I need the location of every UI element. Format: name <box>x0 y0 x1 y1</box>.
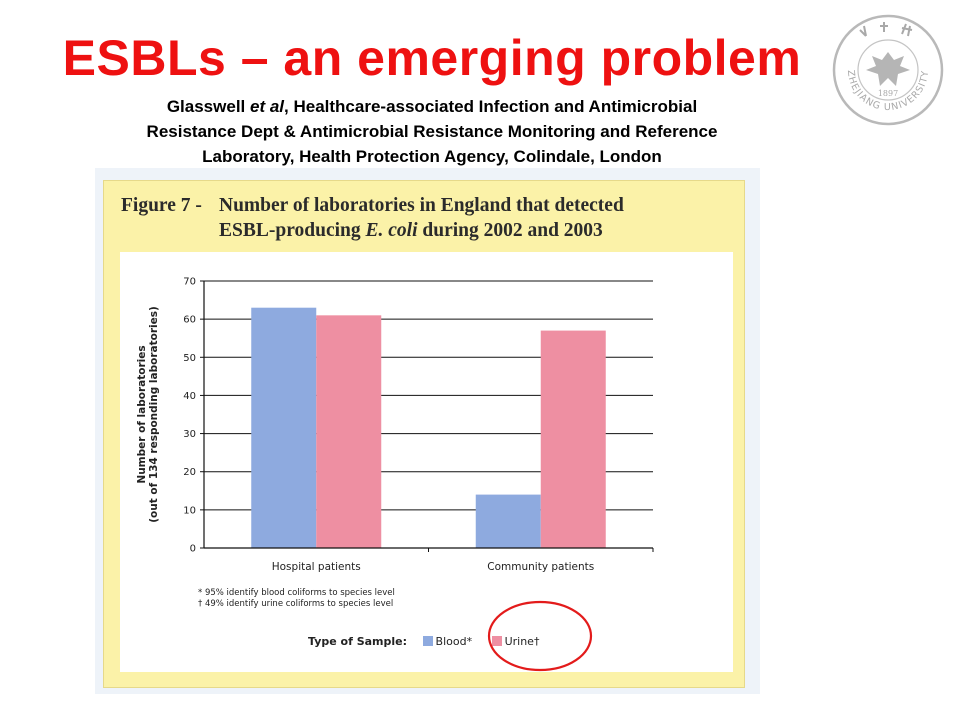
y-tick-label: 30 <box>183 429 196 440</box>
chart-footnotes: * 95% identify blood coliforms to specie… <box>198 588 395 610</box>
bars <box>251 307 606 548</box>
bar-blood <box>251 307 317 548</box>
figure-title: Figure 7 - Number of laboratories in Engl… <box>121 193 741 243</box>
axis-labels: 0 10 20 30 40 50 60 70 Hospital patients Communit… <box>136 277 594 574</box>
chart-legend: Type of Sample: Blood* Urine† <box>308 634 555 650</box>
logo-year: 1897 <box>878 89 898 98</box>
citation: Glasswell et al, Healthcare-associated I… <box>0 94 864 169</box>
x-category-label: Hospital patients <box>272 561 361 573</box>
citation-line-2: Resistance Dept & Antimicrobial Resistan… <box>146 122 718 141</box>
y-tick-label: 10 <box>183 505 196 516</box>
y-tick-label: 20 <box>183 467 196 478</box>
legend-swatch-blood <box>422 636 433 646</box>
chart-panel <box>120 252 733 672</box>
citation-etal: et al <box>250 97 285 116</box>
y-axis-title-line-1: Number of laboratories <box>136 345 148 483</box>
bar-urine <box>540 330 606 548</box>
x-category-label: Community patients <box>487 561 594 573</box>
y-tick-label: 60 <box>183 315 196 326</box>
citation-line-1: Glasswell et al, Healthcare-associated I… <box>0 94 864 119</box>
axes <box>200 280 654 552</box>
legend-entry-urine: Urine† <box>491 635 540 648</box>
y-tick-label: 40 <box>183 391 196 402</box>
citation-line-3: Laboratory, Health Protection Agency, Co… <box>202 147 662 166</box>
legend-label-blood: Blood* <box>435 635 473 648</box>
figure-title-line-1: Number of laboratories in England that d… <box>219 195 624 216</box>
bar-chart: 0 10 20 30 40 50 60 70 Hospital patients Communit… <box>136 277 654 574</box>
legend-entry-blood: Blood* <box>422 635 473 648</box>
footnote-urine: † 49% identify urine coliforms to specie… <box>198 599 394 609</box>
y-tick-label: 0 <box>190 544 196 555</box>
citation-author: Glasswell <box>166 97 246 116</box>
legend-swatch-urine <box>491 636 502 646</box>
slide-title: ESBLs – an emerging problem <box>62 30 802 86</box>
citation-line-1-rest: , Healthcare-associated Infection and An… <box>284 97 698 116</box>
figure-title-line-2-pre: ESBL-producing <box>219 220 366 241</box>
bar-blood <box>475 494 541 548</box>
y-tick-label: 70 <box>183 277 196 288</box>
annotation-circle <box>487 600 593 672</box>
legend-label-urine: Urine† <box>504 635 540 648</box>
figure-title-line-2: ESBL-producing E. coli during 2002 and 2… <box>121 218 741 243</box>
figure-title-line-2-post: during 2002 and 2003 <box>417 220 603 241</box>
legend-title: Type of Sample: <box>308 635 408 648</box>
figure-label: Figure 7 - <box>121 195 202 216</box>
bar-urine <box>316 315 382 548</box>
y-tick-label: 50 <box>183 353 196 364</box>
y-axis-title: Number of laboratories(out of 134 respon… <box>136 306 160 523</box>
footnote-blood: * 95% identify blood coliforms to specie… <box>198 588 395 598</box>
figure-title-organism: E. coli <box>365 220 418 241</box>
y-axis-title-line-2: (out of 134 responding laboratories) <box>148 306 160 523</box>
zhejiang-university-seal-icon: 1897 ZHEJIANG UNIVERSITY <box>832 14 944 126</box>
